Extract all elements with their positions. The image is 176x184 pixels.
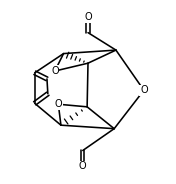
Text: O: O	[84, 12, 92, 22]
Text: O: O	[51, 66, 59, 76]
Text: O: O	[79, 161, 87, 171]
Text: O: O	[55, 99, 62, 109]
Text: O: O	[140, 85, 148, 95]
